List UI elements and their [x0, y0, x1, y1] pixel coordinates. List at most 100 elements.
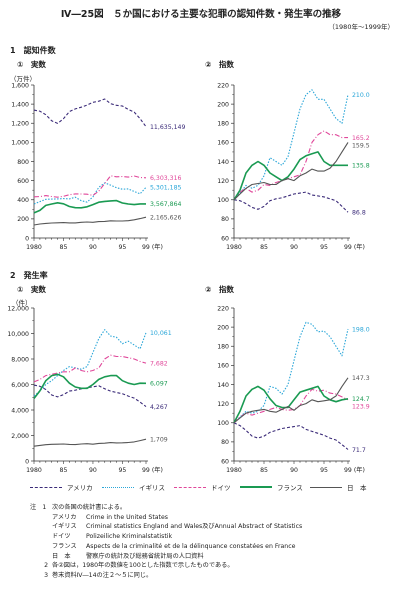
series-line-germany — [33, 354, 147, 383]
legend-label-uk: イギリス — [139, 484, 165, 492]
series-line-germany — [233, 130, 348, 201]
y-tick-label: 400 — [17, 197, 29, 204]
series-line-uk — [33, 182, 147, 205]
section-1-label: 1 認知件数 — [10, 46, 56, 55]
x-tick-label: 95 — [320, 467, 328, 474]
y-tick-label: 200 — [17, 216, 29, 223]
end-label-france: 135.8 — [352, 163, 370, 170]
y-tick-label: 4,000 — [11, 407, 29, 414]
y-tick-label: 200 — [217, 324, 229, 331]
chart-2-1: 0 2,000 4,000 6,000 8,000 10,000 12,000 1980 85 9… — [7, 305, 172, 474]
x-tick-label: 99 (年) — [142, 466, 163, 474]
panel-2-2-label: ② 指数 — [205, 285, 234, 294]
series-line-usa — [33, 98, 147, 128]
y-tick-label: 80 — [221, 216, 229, 223]
y-tick-label: 60 — [221, 235, 229, 242]
end-label-germany: 165.2 — [352, 135, 370, 142]
x-tick-label: 99 (年) — [142, 243, 163, 251]
note-line: 3 巻末資料Ⅳ―14の注２～５に同じ。 — [44, 571, 153, 579]
y-tick-label: 140 — [217, 159, 229, 166]
panel-2-1-unit: （件） — [12, 299, 32, 307]
x-tick-label: 90 — [290, 244, 298, 251]
y-tick-label: 1,200 — [11, 121, 29, 128]
y-tick-label: 120 — [217, 178, 229, 185]
legend-swatch-uk — [102, 486, 134, 488]
series-line-france — [233, 385, 349, 424]
figure-subtitle: （1980年～1999年） — [328, 23, 394, 31]
end-label-germany: 6,303,316 — [150, 175, 182, 182]
x-tick-label: 1980 — [26, 467, 42, 474]
legend-swatch-usa — [30, 486, 62, 488]
x-tick-label: 85 — [60, 244, 68, 251]
panel-1-2-label: ② 指数 — [205, 60, 234, 69]
x-tick-label: 90 — [290, 467, 298, 474]
x-tick-label: 1980 — [26, 244, 42, 251]
legend-label-germany: ドイツ — [211, 484, 231, 492]
x-tick-label: 95 — [118, 244, 126, 251]
y-tick-label: 120 — [217, 401, 229, 408]
figure-title: Ⅳ―25図 ５か国における主要な犯罪の認知件数・発生率の推移 — [60, 9, 342, 20]
x-tick-label: 1980 — [226, 244, 242, 251]
x-tick-label: 99 (年) — [344, 243, 365, 251]
note-line: ドイツ Polizeiliche Kriminalstatistik — [52, 533, 173, 541]
y-tick-label: 10,000 — [7, 331, 29, 338]
series-line-japan — [33, 438, 147, 447]
panel-1-1-label: ① 実数 — [17, 60, 46, 69]
legend-item-germany: ドイツ — [174, 481, 231, 493]
legend-item-japan: 日 本 — [310, 481, 367, 493]
legend-swatch-japan — [310, 486, 342, 488]
series-line-uk — [233, 321, 349, 424]
y-tick-label: 6,000 — [11, 382, 29, 389]
y-tick-label: 160 — [217, 140, 229, 147]
chart-1-2: 60 80 100 120 140 160 180 200 220 1980 85 90 95 99 (年… — [217, 82, 370, 251]
legend-label-usa: アメリカ — [67, 484, 93, 492]
y-tick-label: 220 — [217, 305, 229, 312]
series-line-germany — [33, 175, 147, 198]
end-label-france: 6,097 — [150, 381, 168, 388]
end-label-france: 124.7 — [352, 396, 370, 403]
y-tick-label: 140 — [217, 382, 229, 389]
note-line: イギリス Criminal statistics England and Wale… — [52, 523, 303, 531]
note-line: 2 各②図は，1980年の数値を100とした指数で示したものである。 — [44, 562, 234, 570]
end-label-uk: 210.0 — [352, 92, 370, 99]
end-label-uk: 5,301,185 — [150, 185, 182, 192]
y-tick-label: 2,000 — [11, 433, 29, 440]
end-label-germany: 123.9 — [352, 404, 370, 411]
y-tick-label: 12,000 — [7, 305, 29, 312]
panel-1-1-unit: （万件） — [10, 75, 36, 83]
end-label-japan: 147.3 — [352, 375, 370, 382]
y-tick-label: 600 — [17, 178, 29, 185]
series-line-japan — [233, 377, 349, 424]
note-line: 日 本警察庁の統計及び総務省統計局の人口資料 — [52, 552, 204, 560]
series-line-usa — [233, 422, 349, 450]
x-tick-label: 85 — [260, 244, 268, 251]
x-tick-label: 90 — [89, 244, 97, 251]
x-tick-label: 95 — [118, 467, 126, 474]
y-tick-label: 8,000 — [11, 356, 29, 363]
y-tick-label: 220 — [217, 82, 229, 89]
y-tick-label: 100 — [217, 420, 229, 427]
series-line-usa — [33, 384, 147, 408]
legend-item-usa: アメリカ — [30, 481, 93, 493]
series-line-germany — [233, 388, 349, 424]
y-tick-label: 180 — [217, 344, 229, 351]
note-line: フランス Aspects de la criminalité et de la d… — [52, 542, 296, 550]
y-tick-label: 0 — [25, 235, 29, 242]
end-label-usa: 86.8 — [352, 209, 366, 216]
y-tick-label: 180 — [217, 121, 229, 128]
end-label-france: 3,567,864 — [150, 201, 182, 208]
legend-item-france: フランス — [240, 481, 303, 493]
legend-swatch-france — [240, 486, 272, 488]
end-label-uk: 10,061 — [150, 330, 172, 337]
end-label-uk: 198.0 — [352, 326, 370, 333]
series-line-uk — [33, 329, 147, 397]
legend-label-france: フランス — [277, 484, 303, 492]
end-label-japan: 2,165,626 — [150, 215, 182, 222]
y-tick-label: 60 — [221, 458, 229, 465]
y-tick-label: 800 — [17, 159, 29, 166]
panel-2-1-label: ① 実数 — [17, 285, 46, 294]
y-tick-label: 200 — [217, 101, 229, 108]
chart-2-2: 60 80 100 120 140 160 180 200 220 1980 85 90 95 99 (年… — [217, 305, 370, 474]
x-tick-label: 99 (年) — [344, 466, 365, 474]
section-2-label: 2 発生率 — [10, 271, 48, 280]
